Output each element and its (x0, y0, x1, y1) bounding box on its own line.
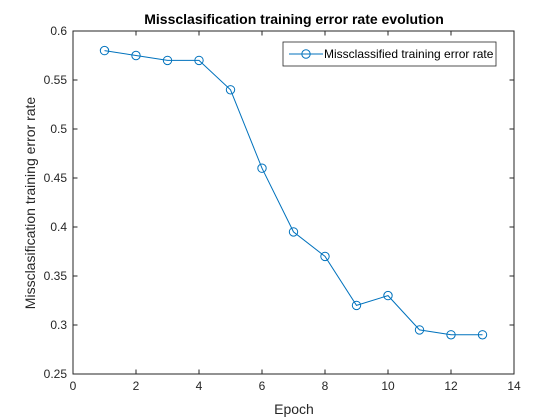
legend: Missclassified training error rate (282, 41, 497, 67)
data-point (446, 330, 456, 340)
series-layer (99, 45, 488, 340)
axis-ticks: 0 2 4 6 8 10 12 14 0.25 0.3 0.35 0.4 0.45 0.5 0.55 0.6 (44, 24, 521, 393)
data-point (99, 45, 110, 56)
y-tick-label: 0.6 (50, 24, 67, 38)
data-point (162, 55, 173, 66)
data-point (194, 55, 204, 66)
data-point (257, 163, 267, 173)
y-tick-label: 0.5 (50, 122, 67, 136)
data-point (477, 330, 488, 340)
x-tick-label: 2 (133, 379, 140, 393)
data-point (131, 50, 141, 61)
x-tick-label: 12 (444, 379, 458, 393)
x-tick-label: 6 (259, 379, 266, 393)
data-point (383, 290, 393, 301)
x-tick-label: 8 (322, 379, 329, 393)
data-point (225, 85, 236, 95)
legend-label: Missclassified training error rate (324, 47, 494, 61)
series-line (104, 50, 483, 336)
chart-title: Missclasification training error rate ev… (144, 11, 444, 27)
plot-area (72, 30, 515, 375)
y-tick-label: 0.25 (44, 367, 68, 381)
y-tick-label: 0.4 (50, 220, 67, 234)
y-tick-label: 0.3 (50, 318, 67, 332)
y-tick-label: 0.55 (44, 73, 68, 87)
data-point (351, 300, 362, 311)
x-tick-label: 10 (381, 379, 395, 393)
x-axis-title: Epoch (274, 401, 314, 417)
y-tick-label: 0.45 (44, 171, 68, 185)
y-tick-label: 0.35 (44, 269, 68, 283)
x-tick-label: 0 (70, 379, 77, 393)
x-tick-label: 4 (196, 379, 203, 393)
data-point (288, 227, 299, 237)
legend-marker-swatch (301, 49, 311, 59)
y-axis-title: Missclasification training error rate (22, 97, 38, 310)
data-point (320, 251, 330, 262)
x-tick-label: 14 (507, 379, 521, 393)
data-point (414, 325, 425, 335)
